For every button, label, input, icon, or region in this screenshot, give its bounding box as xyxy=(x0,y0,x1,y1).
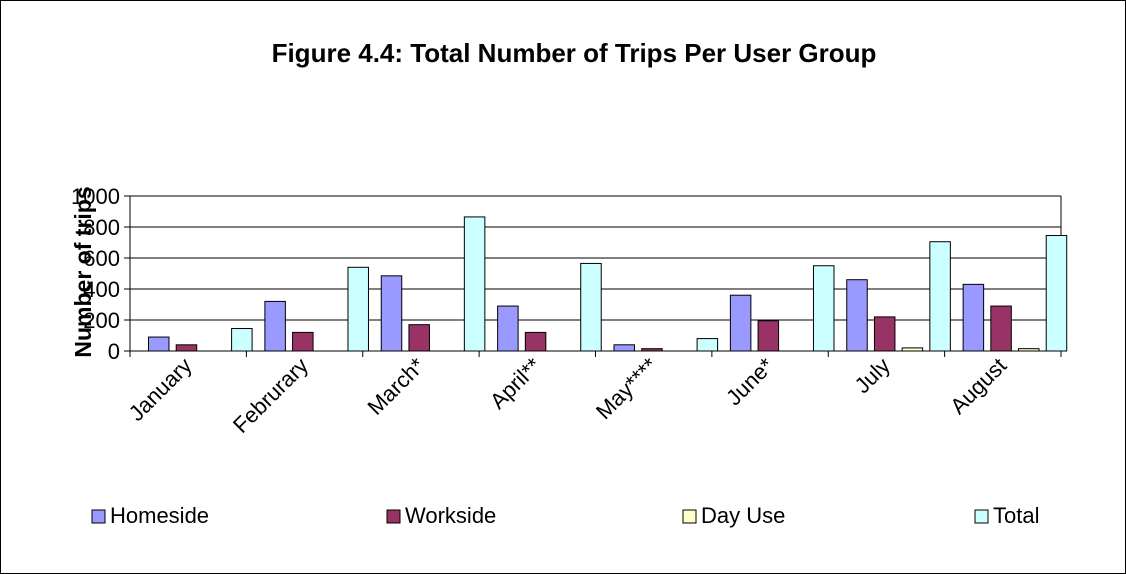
y-tick-label: 800 xyxy=(83,215,120,240)
bar-workside xyxy=(873,316,896,352)
bar-homeside xyxy=(962,283,985,352)
bar-total xyxy=(929,241,951,352)
legend-label-total: Total xyxy=(993,503,1039,528)
bar-workside xyxy=(175,344,198,352)
bar-homeside xyxy=(497,305,519,352)
bar-homeside xyxy=(729,294,752,352)
legend-swatch-homeside xyxy=(91,509,106,524)
bar-total xyxy=(812,265,835,352)
bar-total xyxy=(580,262,602,352)
legend: Homeside Workside Day Use Total xyxy=(91,503,1039,528)
y-tick-label: 400 xyxy=(83,277,120,302)
bar-workside xyxy=(990,305,1012,352)
y-tick-label: 600 xyxy=(83,246,120,271)
legend-swatch-workside xyxy=(386,509,401,524)
y-tick-label: 1000 xyxy=(71,184,120,209)
bar-workside xyxy=(292,331,314,352)
bar-homeside xyxy=(846,279,868,352)
y-tick-label: 0 xyxy=(108,339,120,364)
bar-homeside xyxy=(380,275,403,352)
chart-title: Figure 4.4: Total Number of Trips Per Us… xyxy=(272,38,877,68)
bar-homeside xyxy=(148,336,170,352)
bar-total xyxy=(347,266,369,352)
bar-total xyxy=(463,216,486,352)
y-axis-label: Number of trips xyxy=(70,186,96,357)
bar-homeside xyxy=(613,344,635,352)
bar-homeside xyxy=(264,300,286,352)
legend-label-day-use: Day Use xyxy=(701,503,785,528)
legend-swatch-total xyxy=(974,509,989,524)
bar-workside xyxy=(757,320,780,352)
bar-total xyxy=(1045,235,1068,352)
bar-workside xyxy=(524,331,547,352)
bar-total xyxy=(696,338,719,352)
bar-total xyxy=(231,328,253,352)
legend-swatch-day-use xyxy=(682,509,697,524)
y-tick-label: 200 xyxy=(83,308,120,333)
legend-label-workside: Workside xyxy=(405,503,496,528)
bar-workside xyxy=(408,324,430,352)
legend-label-homeside: Homeside xyxy=(110,503,209,528)
